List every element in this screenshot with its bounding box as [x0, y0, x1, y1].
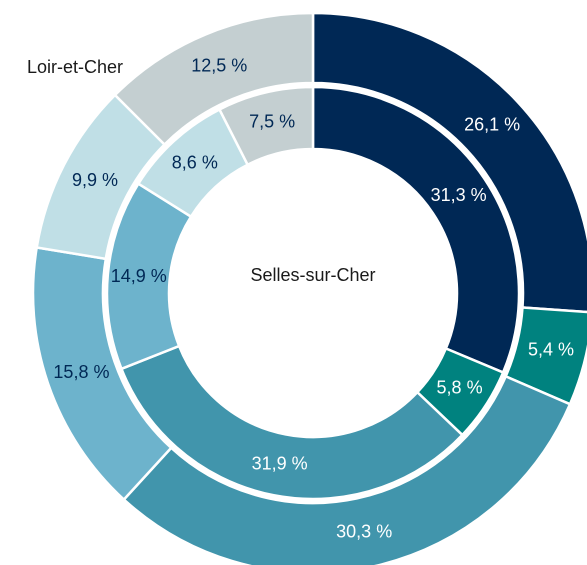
data-label: 14,9 % — [111, 266, 167, 286]
donut-segment — [311, 11, 587, 314]
donut-segment — [217, 85, 315, 167]
outer-ring-name: Loir-et-Cher — [27, 57, 123, 77]
data-label: 5,4 % — [528, 340, 574, 360]
data-label: 7,5 % — [249, 112, 295, 132]
data-label: 8,6 % — [172, 153, 218, 173]
data-label: 5,8 % — [437, 377, 483, 397]
data-label: 26,1 % — [464, 115, 520, 135]
inner-ring-name: Selles-sur-Cher — [250, 265, 375, 285]
data-label: 31,3 % — [431, 185, 487, 205]
donut-segment — [122, 374, 572, 565]
data-label: 9,9 % — [72, 170, 118, 190]
data-label: 31,9 % — [252, 454, 308, 474]
donut-segment — [119, 344, 465, 501]
data-label: 15,8 % — [53, 362, 109, 382]
donut-segment — [113, 11, 315, 147]
data-label: 12,5 % — [191, 55, 247, 75]
data-label: 30,3 % — [336, 521, 392, 541]
donut-segment — [311, 85, 521, 375]
